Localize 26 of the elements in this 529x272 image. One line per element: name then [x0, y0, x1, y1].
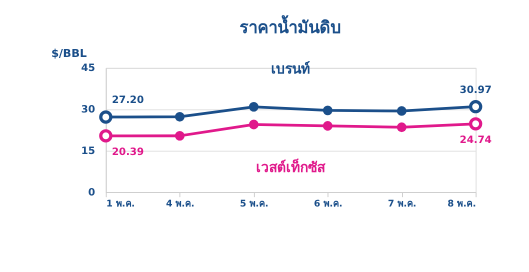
point: [248, 102, 259, 112]
data-label: 20.39: [112, 147, 144, 158]
point: [248, 120, 259, 130]
y-tick-label: 0: [88, 187, 96, 198]
text: เบรนท์: [271, 60, 310, 78]
point: [396, 122, 406, 132]
point: [174, 112, 185, 122]
x-tick-label: 7 พ.ค.: [388, 198, 416, 210]
chart-title: ราคาน้ำมันดิบ: [240, 14, 342, 37]
x-tick-label: 6 พ.ค.: [314, 198, 342, 210]
data-label: 24.74: [460, 135, 492, 146]
x-tick-label: 8 พ.ค.: [448, 198, 476, 210]
data-label: 30.97: [460, 84, 492, 96]
point: [322, 106, 333, 116]
x-tick-label: 1 พ.ค.: [106, 198, 135, 210]
point: [396, 106, 406, 116]
y-tick-label: 15: [81, 146, 96, 157]
x-tick-label: 5 พ.ค.: [240, 198, 268, 210]
point: [322, 121, 333, 131]
x-tick-label: 4 พ.ค.: [166, 198, 195, 210]
y-axis-title: $/BBL: [51, 46, 87, 60]
data-label: 27.20: [112, 95, 144, 106]
y-tick-label: 30: [81, 104, 96, 116]
point: [174, 131, 185, 141]
y-tick-label: 45: [81, 63, 96, 74]
text: เวสต์เท็กซัส: [256, 158, 326, 176]
